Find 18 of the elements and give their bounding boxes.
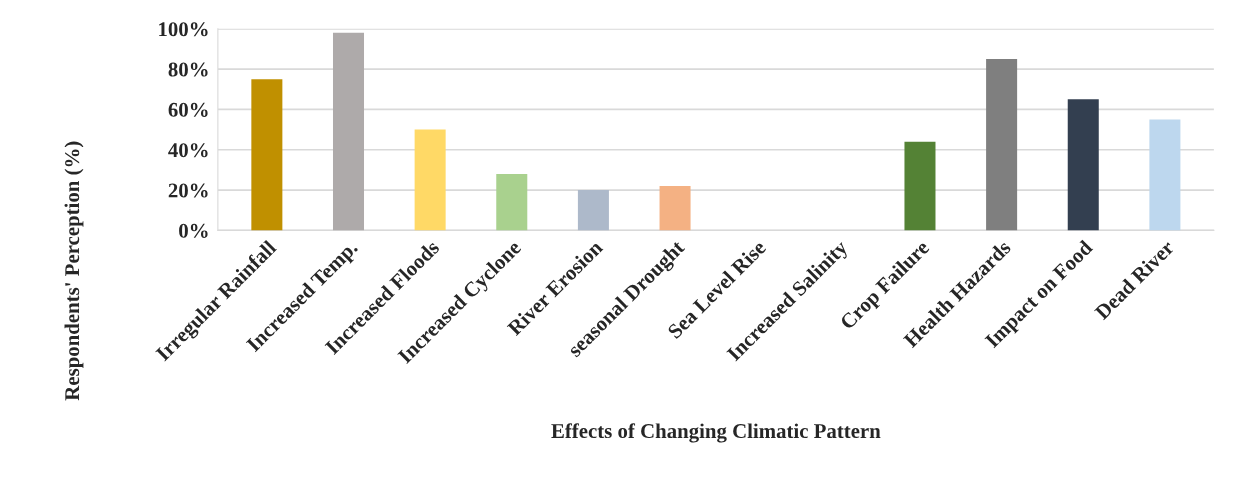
bar — [332, 32, 365, 231]
bar — [577, 190, 609, 231]
y-tick-label: 60% — [168, 102, 208, 117]
y-tick-label: 40% — [168, 143, 208, 158]
x-axis-title: Effects of Changing Climatic Pattern — [551, 423, 881, 443]
bar — [251, 79, 283, 231]
y-axis-title: Respondents' Perception (%) — [64, 141, 84, 401]
y-tick-label: 80% — [168, 62, 208, 77]
bar — [1149, 119, 1181, 231]
y-tick-label: 20% — [168, 183, 208, 198]
bar — [904, 141, 936, 231]
y-tick-label: 0% — [179, 223, 208, 238]
bar — [496, 173, 528, 231]
bar — [414, 129, 446, 231]
y-tick-label: 100% — [159, 22, 208, 37]
bar — [1067, 99, 1099, 231]
bar — [659, 186, 691, 231]
bar — [986, 59, 1018, 231]
